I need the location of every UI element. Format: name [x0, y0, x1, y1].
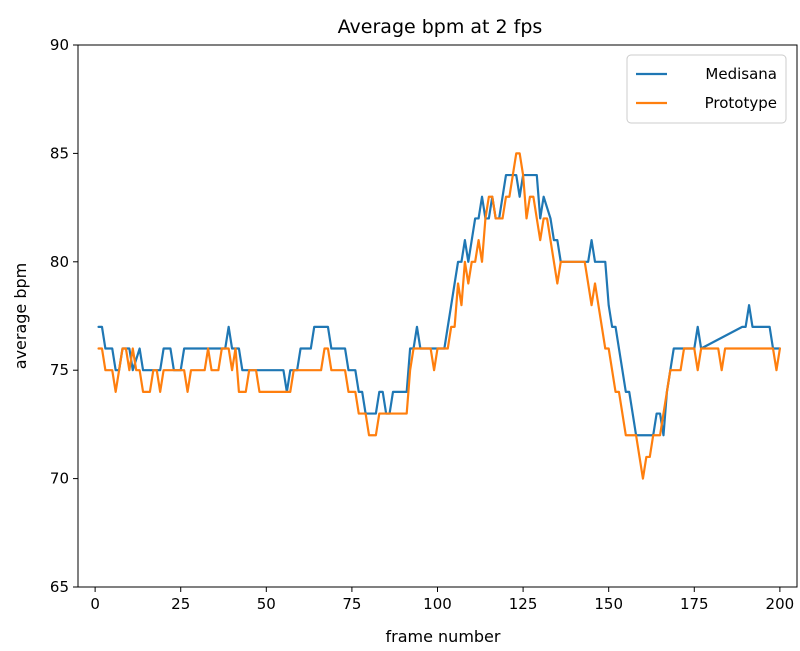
legend-box: [626, 54, 787, 124]
x-tick-label: 25: [171, 595, 190, 613]
plot-area: [77, 44, 798, 588]
legend-label: Medisana: [705, 65, 777, 83]
x-tick-label: 150: [594, 595, 623, 613]
x-axis-label: frame number: [386, 627, 501, 646]
y-tick-label: 85: [50, 144, 69, 162]
plot-background: [78, 45, 797, 587]
y-tick-label: 75: [50, 361, 69, 379]
x-tick-label: 50: [257, 595, 276, 613]
chart-title: Average bpm at 2 fps: [338, 16, 543, 38]
x-tick-label: 0: [90, 595, 100, 613]
x-tick-label: 100: [423, 595, 452, 613]
y-axis-ticks: 65 70 75 80 85 90: [50, 36, 78, 596]
y-tick-label: 65: [50, 578, 69, 596]
series-line-medisana: [97, 173, 781, 437]
y-axis-label: average bpm: [11, 263, 30, 369]
legend: Medisana Prototype: [626, 54, 787, 124]
x-tick-label: 75: [342, 595, 361, 613]
x-tick-label: 125: [509, 595, 538, 613]
y-tick-label: 70: [50, 470, 69, 488]
x-tick-label: 175: [680, 595, 709, 613]
y-tick-label: 90: [50, 36, 69, 54]
y-tick-label: 80: [50, 253, 69, 271]
series-line-prototype: [97, 152, 781, 480]
legend-label: Prototype: [705, 94, 777, 112]
x-axis-ticks: 0 25 50 75 100 125 150 175 200: [90, 587, 794, 613]
x-tick-label: 200: [766, 595, 795, 613]
